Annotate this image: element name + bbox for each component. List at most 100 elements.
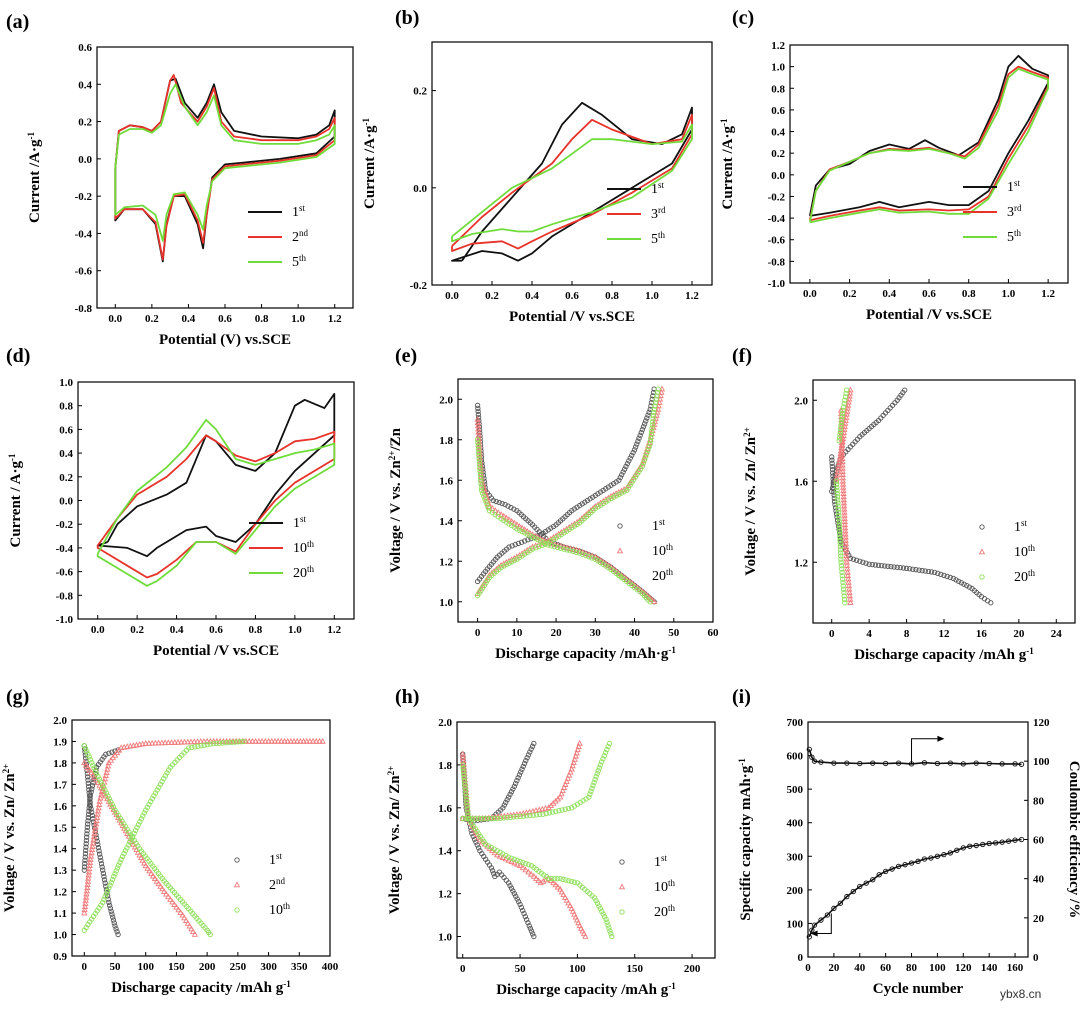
- data-point: [93, 817, 100, 824]
- data-point: [93, 814, 101, 820]
- data-point: [837, 550, 844, 556]
- data-point: [515, 540, 522, 547]
- data-point: [603, 916, 609, 923]
- data-point: [623, 463, 629, 470]
- data-point: [553, 808, 559, 815]
- data-point: [839, 451, 846, 458]
- data-point: [836, 525, 843, 531]
- legend-entry: 5th: [1007, 228, 1022, 245]
- data-point: [101, 775, 109, 782]
- data-point: [571, 506, 578, 512]
- y-tick-label: 0.6: [771, 105, 785, 117]
- data-point: [505, 794, 512, 800]
- data-point: [86, 805, 92, 811]
- data-point: [501, 815, 507, 821]
- data-point: [475, 405, 481, 412]
- data-point: [186, 745, 192, 751]
- data-point: [91, 765, 97, 771]
- data-point: [964, 583, 970, 589]
- data-point: [634, 441, 640, 447]
- data-point: [889, 866, 895, 872]
- data-point: [155, 880, 162, 887]
- data-point: [597, 489, 604, 495]
- data-point: [640, 460, 647, 466]
- plot-area: [114, 74, 336, 263]
- panel-label: (d): [6, 345, 30, 367]
- data-point: [609, 933, 615, 940]
- data-point: [110, 914, 116, 920]
- data-point: [907, 566, 913, 572]
- x-tick-label: 0.8: [605, 290, 619, 302]
- data-point: [567, 548, 573, 554]
- data-point: [633, 444, 639, 450]
- data-point: [570, 548, 576, 555]
- plot-frame: [456, 721, 716, 959]
- data-point: [159, 778, 165, 785]
- data-point: [87, 792, 94, 798]
- data-point: [644, 450, 650, 456]
- data-point: [534, 534, 541, 540]
- data-point: [632, 471, 639, 478]
- y2-tick-label: 0: [1033, 952, 1039, 964]
- data-point: [479, 838, 486, 845]
- data-point: [621, 466, 628, 472]
- x-tick-label: 0.8: [255, 313, 269, 325]
- data-point: [155, 739, 162, 746]
- y-tick-label: 2.0: [438, 717, 452, 729]
- y-tick-label: 1.8: [53, 758, 67, 770]
- data-point: [556, 808, 562, 814]
- data-point: [835, 506, 841, 512]
- y-tick-label: 0.0: [771, 170, 785, 182]
- data-point: [526, 862, 532, 868]
- data-point: [601, 914, 608, 920]
- data-point: [229, 739, 235, 745]
- data-point: [836, 438, 842, 444]
- data-point: [513, 553, 521, 560]
- data-point: [530, 812, 536, 818]
- data-point: [841, 589, 847, 596]
- data-point: [505, 503, 511, 509]
- data-point: [507, 814, 513, 820]
- data-point: [529, 743, 536, 749]
- data-point: [516, 772, 523, 778]
- x-tick-label: 0.6: [218, 313, 232, 325]
- y-tick-label: 100: [787, 918, 804, 930]
- y-tick-label: 200: [787, 885, 804, 897]
- y-tick-label: 2.0: [794, 395, 808, 407]
- data-point: [87, 852, 95, 859]
- data-point: [550, 537, 557, 543]
- data-point: [592, 505, 598, 512]
- data-point: [833, 481, 840, 488]
- data-point: [151, 793, 157, 799]
- data-point: [463, 815, 469, 822]
- data-point: [522, 913, 528, 920]
- x-tick-label: 8: [904, 628, 910, 640]
- data-point: [474, 842, 480, 848]
- data-point: [157, 882, 164, 889]
- x-tick-label: 1.0: [645, 290, 659, 302]
- data-point: [491, 870, 497, 877]
- data-point: [82, 896, 89, 903]
- data-point: [837, 428, 843, 435]
- data-point: [655, 386, 661, 392]
- data-point: [81, 909, 88, 916]
- x-tick-label: 10: [511, 627, 523, 639]
- series-line-specific-capacity: [808, 838, 1022, 938]
- data-point: [527, 749, 533, 755]
- data-point: [582, 933, 589, 939]
- data-point: [829, 457, 835, 463]
- legend-marker: [619, 859, 625, 865]
- data-point: [947, 760, 954, 766]
- data-point: [86, 862, 93, 869]
- data-point: [837, 534, 843, 540]
- legend-entry: 10th: [269, 901, 291, 918]
- x-tick-label: 0.2: [485, 290, 499, 302]
- data-point: [850, 556, 857, 562]
- data-point: [653, 396, 659, 402]
- data-point: [650, 419, 656, 425]
- data-point: [839, 569, 845, 576]
- data-point: [521, 760, 528, 767]
- data-point: [484, 502, 490, 508]
- data-point: [595, 768, 601, 774]
- data-point: [619, 472, 625, 478]
